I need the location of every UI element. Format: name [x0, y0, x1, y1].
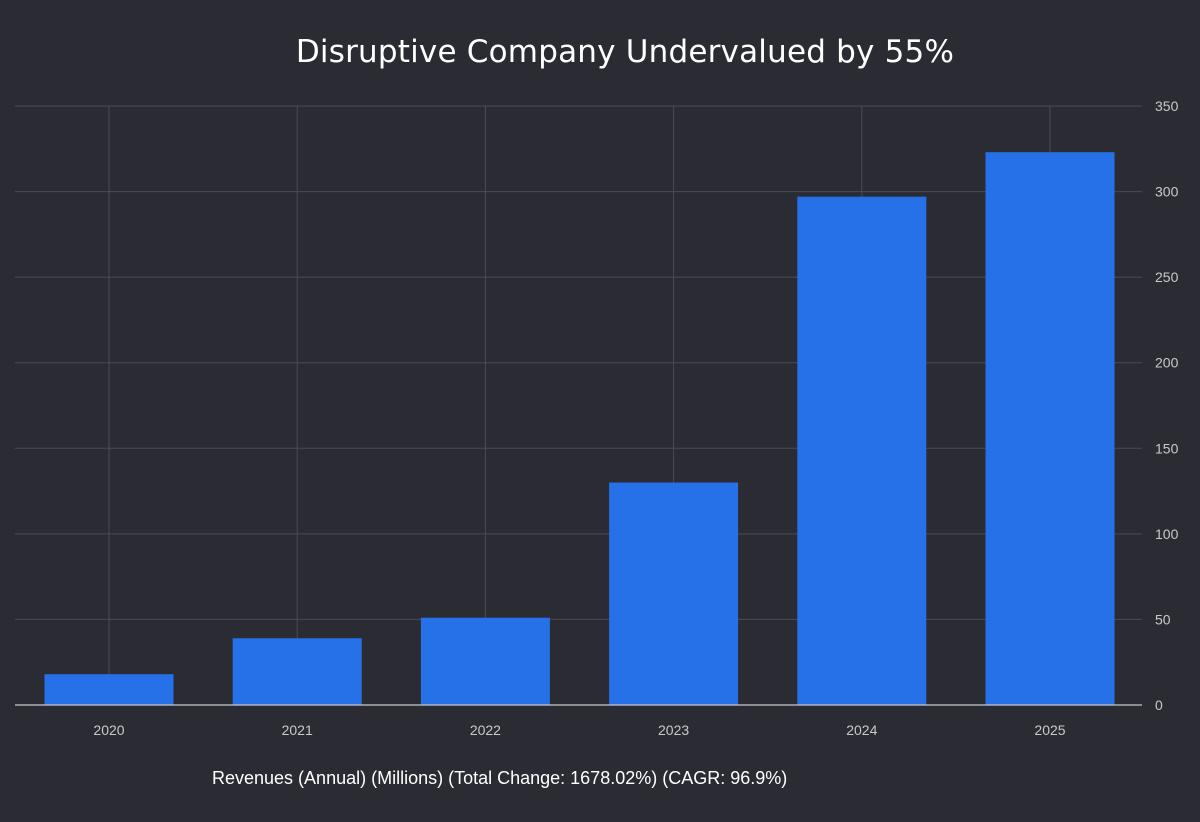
chart-title: Disruptive Company Undervalued by 55% [295, 34, 955, 70]
series-legend-label: Revenues (Annual) (Millions) (Total Chan… [212, 768, 788, 788]
y-axis-tick-labels: 0 50 100 150 200 250 300 350 [1155, 98, 1179, 713]
horizontal-gridlines [15, 105, 1142, 620]
bar-2023 [609, 482, 739, 705]
bar-2024 [797, 196, 927, 705]
y-tick-label-50: 50 [1155, 611, 1171, 627]
x-tick-label-2022: 2022 [470, 722, 501, 738]
y-tick-label-250: 250 [1155, 269, 1179, 285]
x-tick-label-2020: 2020 [93, 722, 124, 738]
bar-2025 [985, 152, 1115, 706]
bar-2020 [44, 674, 174, 705]
x-tick-label-2021: 2021 [282, 722, 313, 738]
bar-series [44, 152, 1115, 706]
y-tick-label-0: 0 [1155, 697, 1163, 713]
x-tick-label-2024: 2024 [846, 722, 877, 738]
y-tick-label-150: 150 [1155, 440, 1179, 456]
y-tick-label-200: 200 [1155, 355, 1179, 371]
y-tick-label-100: 100 [1155, 526, 1179, 542]
x-tick-label-2025: 2025 [1034, 722, 1065, 738]
bar-2022 [420, 617, 550, 705]
bar-2021 [232, 638, 362, 705]
y-tick-label-350: 350 [1155, 98, 1179, 114]
x-tick-label-2023: 2023 [658, 722, 689, 738]
x-axis-tick-labels: 2020 2021 2022 2023 2024 2025 [93, 722, 1065, 738]
y-tick-label-300: 300 [1155, 184, 1179, 200]
